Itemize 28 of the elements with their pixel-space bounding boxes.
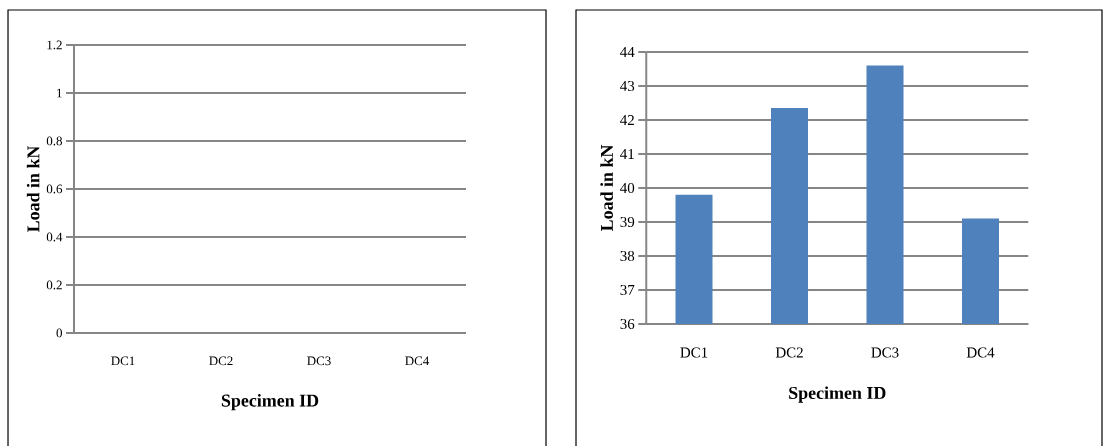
- y-tick-label: 41: [620, 149, 634, 159]
- y-tick-label: 39: [620, 216, 635, 227]
- y-tick-label: 36: [620, 318, 635, 329]
- x-tick-label: DC4: [405, 356, 430, 366]
- x-tick-label: DC1: [111, 356, 135, 366]
- y-tick-label: 1.2: [47, 40, 62, 50]
- y-tick-label: 0.6: [46, 184, 63, 194]
- y-tick-label: 43: [620, 80, 635, 92]
- y-axis-title: Load in kN: [600, 144, 613, 232]
- y-tick-label: 37: [620, 284, 635, 295]
- y-tick-label: 42: [620, 115, 634, 125]
- y-tick-label: 44: [620, 47, 635, 57]
- y-tick-label: 0.8: [46, 136, 62, 146]
- x-tick-label: DC4: [966, 347, 995, 358]
- x-axis-title: Specimen ID: [221, 394, 319, 411]
- y-axis-title: Load in kN: [26, 145, 40, 233]
- y-tick-label: 1: [57, 88, 62, 98]
- x-tick-label: DC3: [307, 356, 331, 366]
- x-tick-label: DC3: [871, 347, 899, 358]
- x-tick-label: DC2: [775, 347, 803, 358]
- y-tick-label: 0.4: [46, 232, 63, 242]
- x-tick-label: DC2: [209, 356, 233, 366]
- x-axis-title: Specimen ID: [789, 386, 886, 403]
- y-tick-label: 40: [620, 182, 635, 194]
- x-tick-label: DC1: [680, 347, 708, 358]
- y-tick-label: 0.2: [46, 280, 62, 290]
- y-tick-label: 0: [56, 328, 62, 338]
- y-tick-label: 38: [620, 250, 635, 262]
